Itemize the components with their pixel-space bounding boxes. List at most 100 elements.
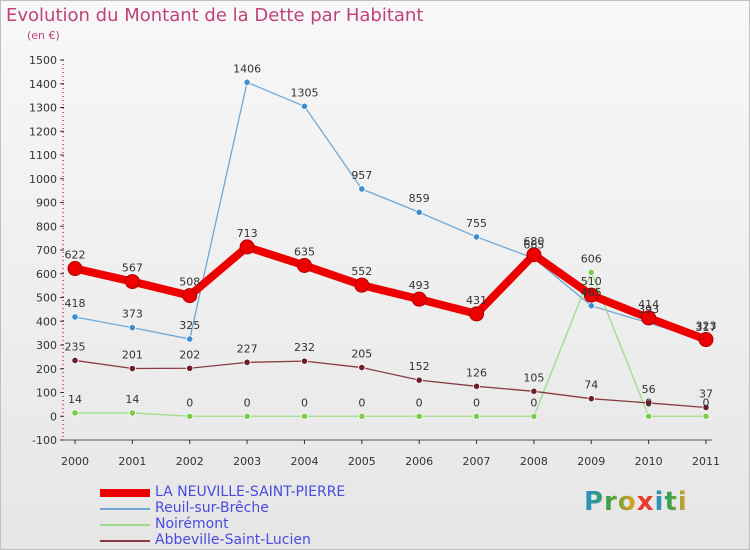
x-tick-label: 2001 xyxy=(118,455,146,468)
data-point xyxy=(243,358,251,366)
proxiti-logo: Proxiti xyxy=(584,487,688,517)
x-tick-label: 2009 xyxy=(577,455,605,468)
data-label: 325 xyxy=(179,319,200,332)
data-label: 0 xyxy=(186,396,193,409)
data-point xyxy=(124,274,140,290)
y-tick-label: 200 xyxy=(36,363,57,376)
y-tick-label: 1500 xyxy=(29,54,57,67)
data-label: 493 xyxy=(409,279,430,292)
data-point xyxy=(358,185,366,193)
data-label: 418 xyxy=(65,297,86,310)
data-point xyxy=(243,78,251,86)
data-label: 567 xyxy=(122,262,143,275)
data-label: 552 xyxy=(351,265,372,278)
data-point xyxy=(415,376,423,384)
data-label: 74 xyxy=(584,379,598,392)
data-label: 105 xyxy=(523,371,544,384)
data-point xyxy=(698,332,714,348)
x-tick-label: 2006 xyxy=(405,455,433,468)
data-label: 1305 xyxy=(290,86,318,99)
data-point xyxy=(645,412,653,420)
legend-swatch xyxy=(100,524,150,526)
y-tick-label: 1100 xyxy=(29,149,57,162)
data-label: 622 xyxy=(65,249,86,262)
x-tick-label: 2008 xyxy=(520,455,548,468)
data-label: 0 xyxy=(358,396,365,409)
data-label: 0 xyxy=(645,396,652,409)
x-tick-label: 2011 xyxy=(692,455,720,468)
data-point xyxy=(71,313,79,321)
data-point xyxy=(182,288,198,304)
data-point xyxy=(415,412,423,420)
y-tick-label: 1200 xyxy=(29,125,57,138)
data-label: 0 xyxy=(530,396,537,409)
data-label: 465 xyxy=(581,286,602,299)
y-tick-label: 800 xyxy=(36,220,57,233)
data-label: 152 xyxy=(409,360,430,373)
data-label: 665 xyxy=(523,238,544,251)
series-3 xyxy=(71,356,710,412)
data-label: 317 xyxy=(696,321,717,334)
data-point xyxy=(67,261,83,277)
y-tick-label: 100 xyxy=(36,387,57,400)
data-label: 235 xyxy=(65,340,86,353)
data-label: 0 xyxy=(301,396,308,409)
chart-lines xyxy=(67,78,714,420)
data-point xyxy=(358,363,366,372)
data-label: 205 xyxy=(351,348,372,361)
data-point xyxy=(71,409,79,417)
x-tick-label: 2000 xyxy=(61,455,89,468)
legend-swatch xyxy=(100,489,150,497)
y-tick-label: -100 xyxy=(32,434,57,447)
y-tick-label: 900 xyxy=(36,197,57,210)
data-label: 37 xyxy=(699,387,713,400)
x-tick-label: 2005 xyxy=(348,455,376,468)
data-point xyxy=(411,291,427,307)
data-label: 56 xyxy=(642,383,656,396)
y-tick-label: 0 xyxy=(50,410,57,423)
x-tick-label: 2003 xyxy=(233,455,261,468)
page-title: Evolution du Montant de la Dette par Hab… xyxy=(6,5,424,26)
x-tick-label: 2007 xyxy=(463,455,491,468)
y-tick-label: 300 xyxy=(36,339,57,352)
data-point xyxy=(415,208,423,216)
data-label: 755 xyxy=(466,217,487,230)
data-label: 1406 xyxy=(233,62,261,75)
data-point xyxy=(186,364,194,372)
y-tick-label: 600 xyxy=(36,268,57,281)
legend-label: Abbeville-Saint-Lucien xyxy=(155,532,311,548)
x-tick-label: 2004 xyxy=(290,455,318,468)
data-point xyxy=(702,403,710,412)
legend-swatch xyxy=(100,540,150,542)
data-label: 202 xyxy=(179,348,200,361)
data-point xyxy=(354,277,370,293)
data-label: 859 xyxy=(409,192,430,205)
data-point xyxy=(472,382,481,390)
legend-label: LA NEUVILLE-SAINT-PIERRE xyxy=(155,484,346,500)
data-label: 713 xyxy=(237,227,258,240)
data-point xyxy=(128,409,136,417)
series-0 xyxy=(67,239,714,348)
data-point xyxy=(641,310,657,326)
data-label: 0 xyxy=(244,396,251,409)
x-tick-label: 2010 xyxy=(635,455,663,468)
data-point xyxy=(128,324,136,332)
x-tick-label: 2002 xyxy=(176,455,204,468)
data-point xyxy=(530,412,538,420)
legend-label: Reuil-sur-Brêche xyxy=(155,500,269,516)
y-tick-label: 400 xyxy=(36,315,57,328)
data-label: 201 xyxy=(122,349,143,362)
y-tick-label: 500 xyxy=(36,292,57,305)
legend-label: Noirémont xyxy=(155,516,229,532)
data-label: 323 xyxy=(696,320,717,333)
y-tick-label: 1400 xyxy=(29,78,57,91)
data-label: 393 xyxy=(638,303,659,316)
data-point xyxy=(587,395,595,403)
y-tick-label: 1000 xyxy=(29,173,57,186)
legend-swatch xyxy=(100,508,150,510)
data-point xyxy=(71,356,79,365)
data-point xyxy=(469,306,485,322)
y-tick-label: 1300 xyxy=(29,102,57,115)
data-label: 635 xyxy=(294,245,315,258)
data-point xyxy=(128,364,136,373)
